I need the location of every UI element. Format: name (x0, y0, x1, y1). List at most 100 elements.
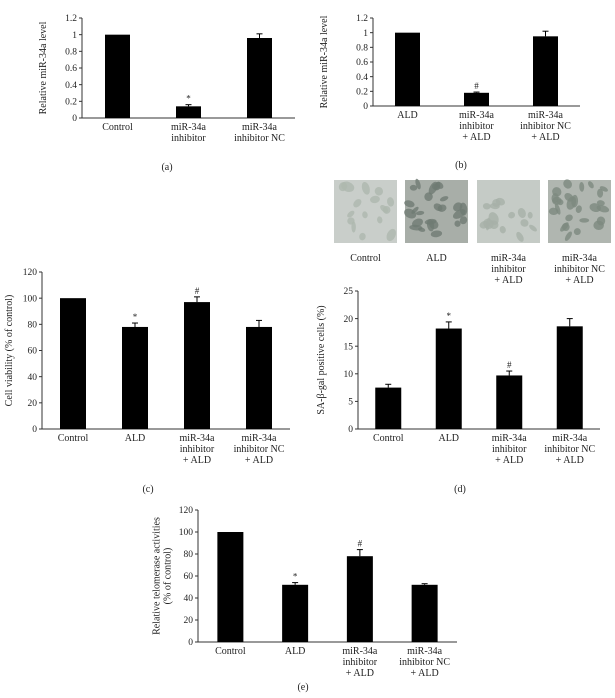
cell-blob (527, 211, 533, 219)
y-tick-label: 80 (184, 550, 194, 560)
x-category-label: + ALD (462, 132, 490, 143)
y-tick-label: 80 (28, 321, 38, 331)
x-category-label: inhibitor (459, 121, 494, 132)
y-tick-label: 20 (28, 399, 38, 409)
y-tick-label: 0 (348, 425, 353, 435)
panel-label: (e) (297, 682, 308, 693)
x-category-label: inhibitor (171, 133, 206, 144)
cell-blob (374, 186, 383, 196)
cell-micrograph (404, 178, 468, 243)
x-category-label: + ALD (411, 668, 439, 679)
cell-blob (565, 214, 573, 222)
panel-label: (d) (454, 484, 466, 495)
cell-blob (453, 209, 466, 219)
cell-blob (353, 199, 362, 208)
y-tick-label: 25 (344, 287, 354, 297)
cell-blob (411, 218, 424, 228)
y-axis-label: Relative telomerase activities (152, 517, 163, 635)
cell-blob (454, 220, 461, 227)
y-tick-label: 0 (363, 102, 368, 112)
cell-blob (362, 211, 368, 219)
x-category-label: Control (373, 433, 404, 444)
chart-5: 0 20 40 60 80 100 120 Relative telomerase activ… (152, 506, 457, 693)
bar (395, 32, 420, 106)
significance-mark: # (358, 539, 363, 549)
significance-mark: * (133, 312, 138, 322)
x-category-label: ALD (125, 433, 146, 444)
bar (60, 298, 86, 429)
micrograph-label: + ALD (565, 275, 593, 286)
cell-blob (426, 219, 435, 232)
y-tick-label: 0.2 (65, 98, 77, 108)
micrograph-label: miR-34a (491, 253, 527, 264)
x-category-label: inhibitor NC (234, 133, 285, 144)
cell-blob (596, 216, 606, 226)
y-tick-label: 0.8 (65, 48, 77, 58)
cell-blob (338, 182, 348, 192)
cell-blob (415, 210, 425, 216)
x-category-label: + ALD (556, 455, 584, 466)
cell-blob (499, 225, 506, 234)
y-axis-label: (% of control) (163, 548, 174, 605)
cell-blob (588, 181, 594, 189)
y-tick-label: 60 (184, 572, 194, 582)
cell-blob (433, 203, 443, 211)
micrograph-background (477, 180, 540, 243)
y-tick-label: 20 (344, 315, 354, 325)
cell-blob (554, 203, 561, 215)
cell-blob (359, 232, 366, 241)
y-tick-label: 40 (28, 373, 38, 383)
significance-mark: # (195, 286, 200, 296)
cell-blob (361, 181, 370, 195)
y-tick-label: 0 (72, 114, 77, 124)
bar (282, 584, 309, 642)
significance-mark: * (186, 94, 191, 104)
cell-blob (579, 182, 585, 192)
y-tick-label: 120 (23, 268, 38, 278)
x-category-label: + ALD (346, 668, 374, 679)
bar (176, 106, 201, 118)
cell-blob (520, 219, 529, 227)
cell-blob (564, 231, 572, 241)
bar (411, 584, 438, 642)
bar (247, 38, 272, 118)
y-tick-label: 1 (363, 29, 368, 39)
significance-mark: # (474, 81, 479, 91)
cell-blob (453, 202, 463, 212)
cell-blob (434, 181, 441, 191)
cell-blob (482, 203, 491, 210)
y-axis-label: Relative miR-34a level (319, 15, 330, 108)
bar (533, 36, 558, 107)
cell-blob (516, 231, 524, 242)
cell-blob (597, 188, 604, 198)
x-category-label: miR-34a (242, 433, 278, 444)
x-category-label: Control (215, 646, 246, 657)
cell-blob (370, 195, 380, 204)
y-tick-label: 10 (344, 370, 354, 380)
cell-blob (430, 230, 443, 238)
micrograph-label: Control (350, 253, 381, 264)
cell-blob (495, 197, 506, 206)
panel-label: (c) (142, 484, 153, 495)
cell-blob (564, 193, 574, 202)
x-category-label: inhibitor NC (399, 657, 450, 668)
cell-blob (529, 224, 537, 232)
bar (346, 556, 373, 642)
y-tick-label: 5 (348, 398, 353, 408)
cell-blob (579, 218, 590, 223)
significance-mark: # (507, 360, 512, 370)
x-category-label: + ALD (495, 455, 523, 466)
cell-blob (571, 194, 579, 208)
x-category-label: miR-34a (492, 433, 528, 444)
y-tick-label: 15 (344, 342, 354, 352)
x-category-label: ALD (285, 646, 306, 657)
x-category-label: + ALD (531, 132, 559, 143)
x-category-label: Control (102, 122, 133, 133)
bar (556, 326, 583, 429)
cell-blob (424, 192, 433, 202)
bar (122, 326, 148, 429)
micrograph-label: ALD (426, 253, 447, 264)
y-tick-label: 0.8 (356, 44, 368, 54)
